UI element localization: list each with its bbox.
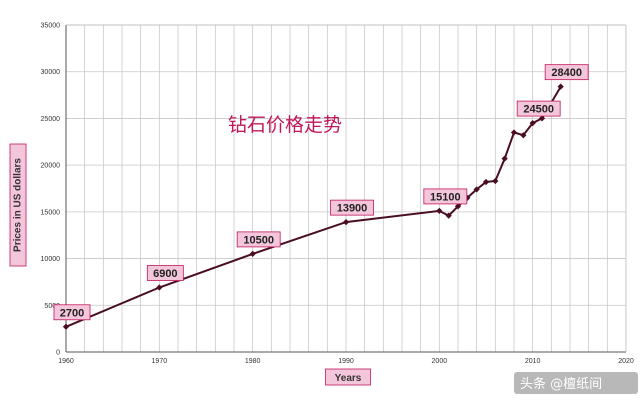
grid-horizontal	[66, 24, 626, 306]
data-label: 6900	[153, 268, 177, 280]
data-point	[342, 219, 350, 226]
data-label-box	[146, 265, 184, 281]
watermark-background	[514, 372, 638, 394]
data-point	[249, 250, 256, 258]
grid-vertical	[84, 25, 608, 352]
y-tick-label: 15000	[41, 209, 61, 216]
x-tick-label: 2020	[618, 358, 634, 365]
watermark-text: 头条 @檀纸间	[520, 376, 602, 392]
y-tick-label: 25000	[41, 116, 61, 123]
data-label-box	[423, 188, 468, 205]
watermark: 头条 @檀纸间	[514, 372, 638, 394]
axis-titles: Years Prices in US dollars	[9, 143, 371, 386]
y-axis-title-box	[9, 143, 27, 267]
data-label: 10500	[243, 234, 274, 246]
x-axis-title: Years	[335, 373, 362, 384]
data-label-box	[236, 231, 281, 248]
y-tick-label: 5000	[44, 303, 60, 310]
data-point	[510, 129, 518, 136]
chart-annotation: 钻石价格走势	[228, 114, 342, 136]
data-label: 15100	[430, 191, 461, 203]
series	[62, 83, 564, 330]
data-label: 13900	[337, 203, 368, 215]
x-axis-title-box	[325, 368, 371, 386]
x-tick-label: 1980	[245, 358, 261, 365]
y-tick-label: 35000	[41, 23, 61, 30]
data-point	[501, 155, 508, 162]
data-label-box	[330, 199, 374, 216]
data-point	[454, 203, 462, 210]
y-tick-label: 30000	[41, 69, 61, 76]
data-point	[482, 178, 490, 186]
y-tick-label: 10000	[41, 256, 61, 263]
axes	[65, 24, 627, 353]
data-label-box	[53, 304, 91, 321]
x-tick-label: 1970	[152, 358, 168, 365]
data-labels: 2700 6900 10500 13900 15100 24500 28400	[53, 64, 589, 321]
data-point	[156, 284, 163, 291]
data-label-box	[544, 64, 589, 81]
y-axis-title: Prices in US dollars	[13, 158, 24, 252]
y-tick-label: 0	[56, 350, 60, 357]
x-tick-label: 1960	[58, 358, 74, 365]
x-tick-label: 1990	[338, 358, 354, 365]
data-label: 24500	[523, 104, 554, 116]
data-label-box	[516, 100, 561, 117]
x-tick-label: 2000	[432, 358, 448, 365]
x-tick-label: 2010	[525, 358, 541, 365]
data-point	[62, 323, 70, 330]
data-label: 28400	[551, 67, 582, 79]
data-label: 2700	[60, 307, 84, 319]
y-tick-label: 20000	[41, 163, 61, 170]
tick-labels: 0 5000 10000 15000 20000 25000 30000 35000 1960 1…	[41, 23, 634, 366]
data-point	[492, 177, 499, 185]
